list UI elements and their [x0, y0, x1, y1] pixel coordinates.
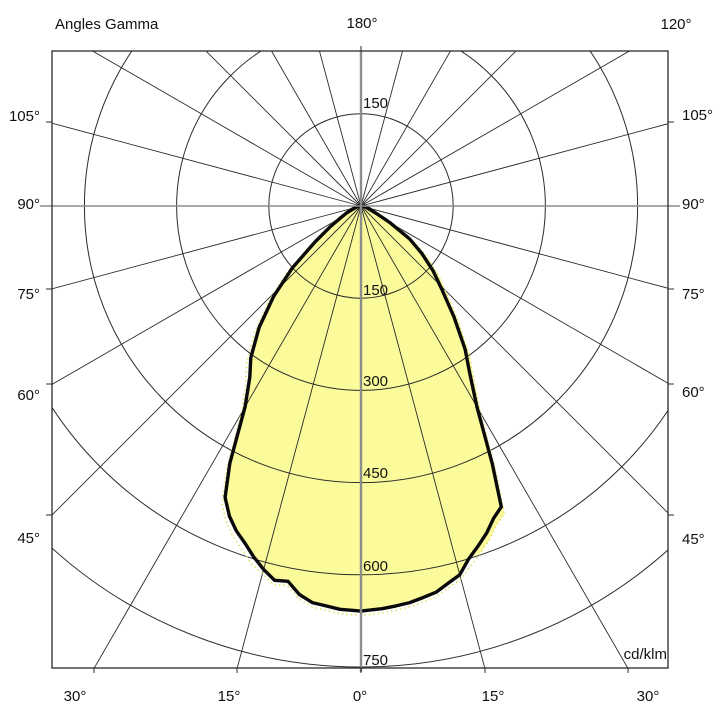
- angle-label-left-60: 60°: [17, 387, 40, 404]
- angle-ray-120: [360, 51, 631, 207]
- radial-label-150: 150: [363, 282, 388, 299]
- angle-label-120: 120°: [660, 16, 691, 33]
- angle-ray-165: [360, 51, 403, 207]
- plot-frame: [51, 50, 669, 669]
- solid-intensity-curve: [223, 204, 503, 613]
- angle-label-left-45: 45°: [17, 530, 40, 547]
- intensity-fill-area: [225, 206, 505, 612]
- angle-ray-105: [360, 123, 668, 207]
- angle-ray-150: [360, 51, 452, 207]
- angle-ray-15: [360, 205, 486, 668]
- angle-label-left-90: 90°: [17, 196, 40, 213]
- unit-label: cd/klm: [624, 646, 667, 663]
- angle-label-right-45: 45°: [682, 531, 705, 548]
- angle-label-bottom-15R: 15°: [482, 688, 505, 705]
- angle-ray-330: [93, 205, 362, 668]
- chart-title: Angles Gamma: [55, 16, 159, 33]
- angle-label-bottom-0: 0°: [353, 688, 367, 705]
- angle-ray-210: [270, 51, 362, 207]
- angle-ray-60: [360, 205, 668, 384]
- angle-ray-285: [52, 205, 362, 290]
- angle-ray-345: [236, 205, 362, 668]
- radial-label-300: 300: [363, 373, 388, 390]
- angle-ray-300: [52, 205, 362, 385]
- radial-label-600: 600: [363, 558, 388, 575]
- angle-label-left-105: 105°: [9, 108, 40, 125]
- angle-ray-255: [52, 122, 362, 207]
- frame-layer: [40, 46, 680, 673]
- angle-label-right-90: 90°: [682, 196, 705, 213]
- radial-label-150-top: 150: [363, 95, 388, 112]
- angle-label-right-105: 105°: [682, 107, 713, 124]
- radial-label-750: 750: [363, 652, 388, 669]
- angle-ray-75: [360, 205, 668, 289]
- angle-ray-240: [91, 51, 362, 207]
- angle-ray-225: [205, 51, 362, 207]
- radial-label-450: 450: [363, 465, 388, 482]
- angle-ray-315: [52, 205, 362, 516]
- angle-label-bottom-30R: 30°: [637, 688, 660, 705]
- angle-label-right-60: 60°: [682, 384, 705, 401]
- angle-label-right-75: 75°: [682, 286, 705, 303]
- angle-ray-135: [360, 51, 517, 207]
- angle-label-bottom-15L: 15°: [218, 688, 241, 705]
- angle-ray-30: [360, 205, 629, 668]
- angle-ray-45: [360, 205, 668, 514]
- angle-label-left-75: 75°: [17, 286, 40, 303]
- angle-label-180: 180°: [346, 15, 377, 32]
- angle-label-bottom-30L: 30°: [64, 688, 87, 705]
- angle-ray-195: [319, 51, 362, 207]
